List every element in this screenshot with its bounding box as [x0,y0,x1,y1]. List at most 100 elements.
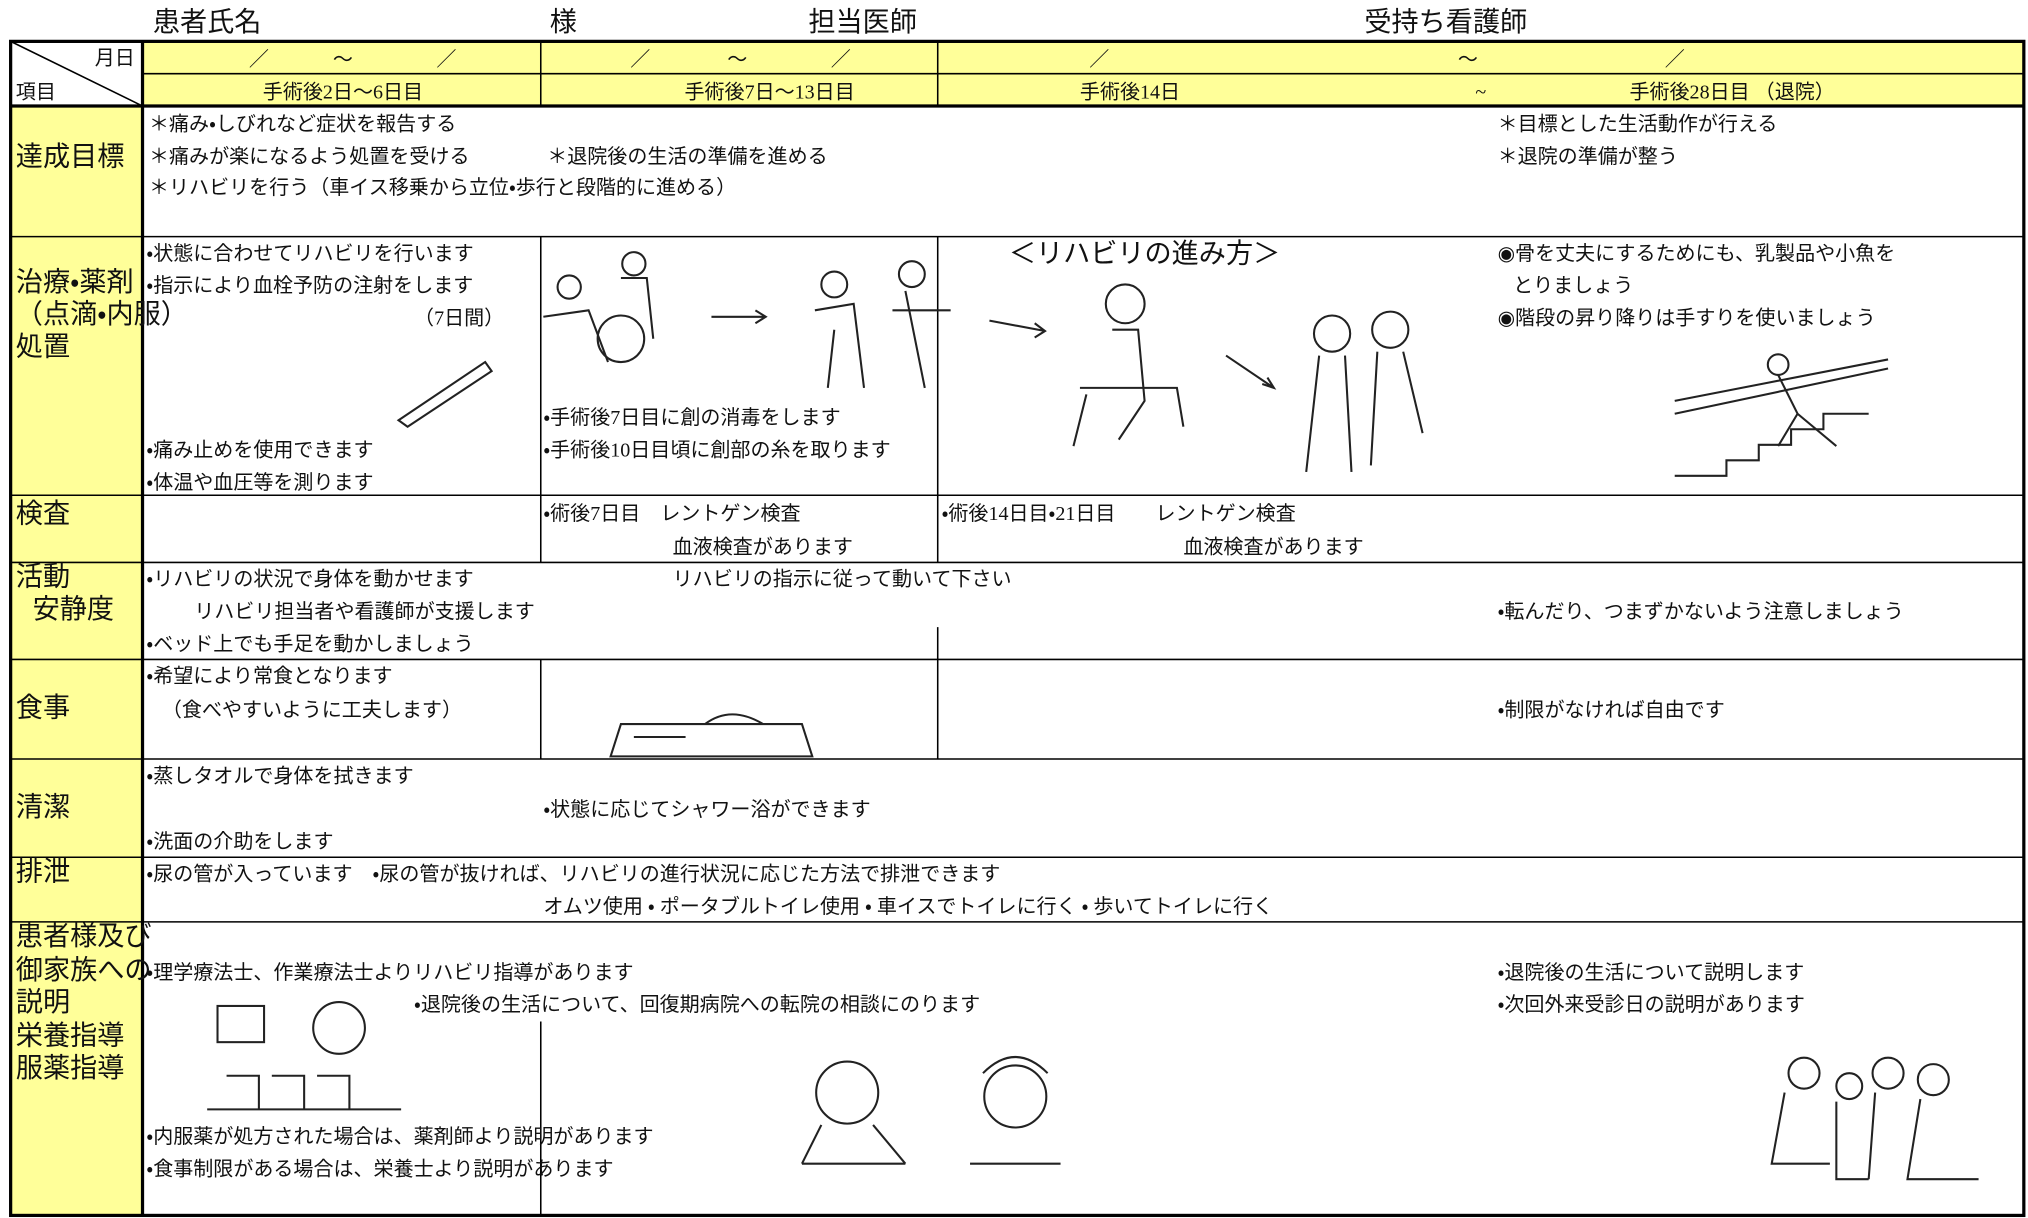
row-label: 患者様及び [16,921,152,951]
cell-text: ・退院後の生活について、回復期病院への転院の相談にのります [414,993,980,1016]
syringe [396,360,494,428]
date-mark: 〜 [1458,49,1478,71]
period-label: 手術後7日〜13日目 [684,80,854,103]
row-label: 排泄 [16,857,70,887]
cell-text: リハビリ担当者や看護師が支援します [194,600,535,623]
cell-text: ＊退院後の生活の準備を進める [547,145,827,168]
cell-text: ・リハビリの状況で身体を動かせます [146,568,473,591]
cell-text: とりましょう [1513,275,1633,297]
date-mark: ／ [436,49,456,71]
row-label: （点滴・内服） [16,299,188,329]
illustration [814,290,951,389]
cell-text: リハビリの指示に従って動いて下さい [673,568,1012,591]
illustration [801,1124,907,1165]
illustration [1371,310,1410,349]
cell-text: ・退院後の生活について説明します [1498,961,1805,984]
cell-text: ・術後7日目 レントゲン検査 [543,502,800,525]
illustration [1916,1063,1950,1097]
illustration [1766,353,1790,377]
cell-text: ＊リハビリを行う（車イス移乗から立位・歩行と段階的に進める） [149,176,736,199]
cell-text: ＊痛み・しびれなど症状を報告する [149,113,456,136]
illustration [1312,314,1352,353]
period-label: ~ [1475,81,1486,103]
cell-text: ・手術後10日目頃に創部の糸を取ります [543,438,890,461]
stairs [1674,412,1869,477]
row-label: 服薬指導 [16,1053,125,1083]
illustrations [207,251,1979,1181]
arrow [1225,354,1277,390]
illustration [207,1074,402,1111]
cell-text: ・内服薬が処方された場合は、薬剤師より説明があります [146,1125,653,1148]
nurse-label: 受持ち看護師 [1364,7,1527,37]
cell-text: ＊退院の準備が整う [1498,145,1678,168]
period-label: 手術後28日目 （退院） [1629,80,1834,103]
date-mark: ／ [249,49,269,71]
cell-text: ◉骨を丈夫にするためにも、乳製品や小魚を [1498,242,1896,265]
illustration [1305,351,1424,473]
date-mark: ／ [831,49,851,71]
date-mark: 〜 [333,49,353,71]
illustration [970,1055,1061,1165]
row-label: 安静度 [33,594,114,624]
illustration [1770,1092,1979,1181]
cell-text: ・食事制限がある場合は、栄養士より説明があります [146,1157,613,1180]
cell-text: ・蒸しタオルで身体を拭きます [146,764,413,787]
illustration [897,260,926,289]
cell-text: ・尿の管が入っています ・尿の管が抜ければ、リハビリの進行状況に応じた方法で排泄… [146,863,1000,886]
cell-text: （食べやすいように工夫します） [162,698,462,721]
row-label: 処置 [16,332,70,362]
cell-text: （7日間） [414,307,504,330]
row-label: 治療・薬剤 [16,267,134,297]
patient-name-label: 患者氏名 [153,7,262,37]
illustration [983,1064,1048,1129]
table-background [10,41,2024,1216]
corner-date: 月日 [95,48,135,70]
cell-text: ・痛み止めを使用できます [146,438,373,461]
row-label: 検査 [16,498,70,528]
table-border [9,39,2026,1218]
illustration [312,1001,366,1055]
cell-text: ・次回外来受診日の説明があります [1498,993,1805,1016]
cell-text: 血液検査があります [673,535,853,558]
period-label: 手術後14日 [1080,80,1180,103]
corner-item: 項目 [16,81,56,103]
cell-text: ◉階段の昇り降りは手すりを使いましょう [1498,307,1876,330]
period-label: 手術後2日〜6日目 [263,80,423,103]
arrow [711,309,768,325]
cell-text: ・状態に応じてシャワー浴ができます [543,798,870,821]
cell-text: ・体温や血圧等を測ります [146,471,373,494]
cell-text: ・洗面の介助をします [146,830,333,853]
cell-text: ・指示により血栓予防の注射をします [146,274,473,297]
cell-text: ・手術後7日目に創の消毒をします [543,406,840,429]
table-rules [9,39,2026,1218]
illustration [216,1004,266,1044]
illustration [621,251,647,277]
illustration [815,1060,880,1125]
cell-text: ・状態に合わせてリハビリを行います [146,242,473,265]
honorific: 様 [550,7,577,37]
illustration [1777,374,1838,447]
illustration [1072,328,1185,447]
illustration [1104,283,1146,325]
cell-text: オムツ使用 ・ ポータブルトイレ使用 ・ 車イスでトイレに行く ・ 歩いてトイレ… [543,894,1273,918]
date-mark: ／ [630,49,650,71]
corner-diagonal [10,40,143,107]
illustration [820,270,849,299]
cell-text: 血液検査があります [1183,535,1363,558]
cell-text: ・術後14日目・21日目 レントゲン検査 [942,502,1296,525]
doctor-label: 担当医師 [808,7,917,37]
row-label: 活動 [16,562,70,592]
illustration [1871,1056,1905,1090]
cell-text: ・希望により常食となります [146,665,392,688]
illustration [1835,1072,1864,1101]
cell-text: ＊目標とした生活動作が行える [1498,113,1778,136]
cell-text: ・ベッド上でも手足を動かしましょう [146,632,473,655]
label-fill [10,106,143,1216]
row-label: 食事 [16,692,70,722]
illustration [543,276,655,363]
arrow [989,319,1047,339]
illustration [596,314,646,364]
meal-tray [609,713,814,758]
